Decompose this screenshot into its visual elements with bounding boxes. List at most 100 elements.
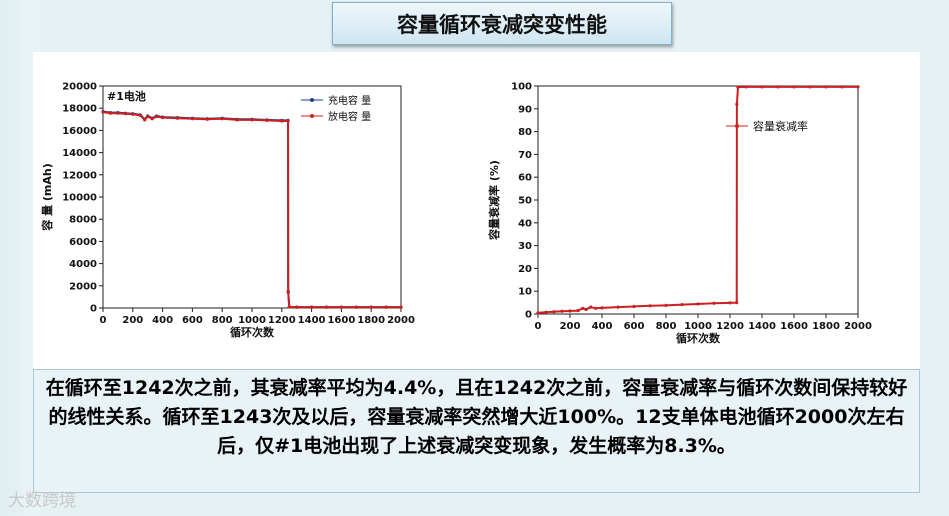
data-point bbox=[776, 85, 780, 89]
y-tick-label: 20 bbox=[518, 264, 532, 275]
data-point bbox=[235, 118, 239, 122]
data-point bbox=[616, 305, 620, 309]
data-point bbox=[735, 102, 739, 106]
y-tick-label: 70 bbox=[518, 150, 532, 161]
x-tick-label: 1600 bbox=[780, 321, 808, 332]
data-point bbox=[150, 117, 154, 121]
x-tick-label: 1000 bbox=[238, 315, 266, 326]
data-point bbox=[146, 114, 150, 119]
data-point bbox=[544, 310, 548, 314]
y-tick-label: 4000 bbox=[69, 259, 97, 270]
y-tick-label: 100 bbox=[511, 82, 532, 93]
data-point bbox=[856, 85, 860, 89]
x-tick-label: 1600 bbox=[327, 315, 355, 326]
capacity-chart: 0 200 400 600 800 1000 1200 1400 1600 1800 2000020… bbox=[40, 82, 415, 340]
data-point bbox=[295, 305, 299, 309]
series-line bbox=[537, 85, 858, 314]
data-point bbox=[175, 116, 180, 120]
data-point bbox=[589, 305, 593, 309]
x-tick-label: 1800 bbox=[812, 321, 840, 332]
data-point bbox=[576, 308, 580, 313]
legend-label: 充电容 量 bbox=[328, 94, 371, 107]
x-axis-label: 循环次数 bbox=[230, 325, 275, 339]
description-text: 在循环至1242次之前，其衰减率平均为4.4%，且在1242次之前，容量衰减率与… bbox=[45, 377, 908, 457]
data-point bbox=[286, 290, 290, 295]
x-tick-label: 1400 bbox=[748, 321, 776, 332]
decay-rate-chart: 0 200 400 600 800 1000 1200 1400 1600 1800 2000 0 10… bbox=[487, 82, 872, 346]
data-point bbox=[265, 118, 269, 123]
x-tick-label: 400 bbox=[152, 315, 173, 326]
legend-swatch-marker bbox=[310, 98, 314, 102]
chart-panel bbox=[33, 52, 920, 370]
y-tick-label: 0 bbox=[90, 304, 97, 315]
x-tick-label: 1200 bbox=[268, 315, 296, 326]
plot-frame bbox=[537, 85, 859, 315]
data-point bbox=[840, 85, 844, 89]
data-point bbox=[712, 301, 716, 305]
x-tick-label: 0 bbox=[535, 321, 542, 332]
y-tick-label: 6000 bbox=[69, 237, 97, 248]
data-point bbox=[190, 117, 194, 121]
y-tick-label: 12000 bbox=[62, 170, 97, 181]
x-tick-label: 200 bbox=[560, 321, 581, 332]
data-point bbox=[339, 305, 343, 309]
data-point bbox=[250, 118, 254, 122]
data-point bbox=[108, 111, 113, 115]
data-point bbox=[131, 112, 135, 116]
data-point bbox=[220, 117, 224, 121]
data-point bbox=[354, 305, 358, 309]
x-tick-label: 200 bbox=[122, 315, 143, 326]
series-line bbox=[102, 110, 401, 309]
data-point bbox=[205, 117, 209, 121]
y-tick-label: 16000 bbox=[62, 126, 97, 137]
data-point bbox=[399, 305, 403, 309]
data-point bbox=[680, 303, 684, 307]
x-tick-label: 1000 bbox=[684, 321, 712, 332]
data-point bbox=[632, 304, 636, 309]
data-point bbox=[728, 301, 732, 305]
data-point bbox=[744, 85, 748, 89]
x-tick-label: 800 bbox=[656, 321, 677, 332]
x-tick-label: 2000 bbox=[387, 315, 415, 326]
watermark: 大数跨境 bbox=[8, 486, 76, 511]
data-point bbox=[324, 305, 329, 309]
data-point bbox=[584, 307, 588, 312]
data-point bbox=[648, 304, 652, 308]
y-axis-label: 容量衰减率 (%) bbox=[487, 160, 501, 241]
y-axis-label: 容 量 (mAh) bbox=[40, 163, 54, 232]
data-point bbox=[161, 116, 165, 120]
x-tick-label: 600 bbox=[624, 321, 645, 332]
data-point bbox=[560, 309, 564, 313]
y-tick-label: 18000 bbox=[62, 104, 97, 115]
description-box: 在循环至1242次之前，其衰减率平均为4.4%，且在1242次之前，容量衰减率与… bbox=[33, 369, 920, 493]
data-point bbox=[155, 114, 159, 119]
y-tick-label: 10 bbox=[518, 287, 532, 298]
y-tick-label: 2000 bbox=[69, 281, 97, 292]
x-tick-label: 1400 bbox=[298, 315, 326, 326]
data-point bbox=[138, 113, 142, 118]
data-point bbox=[123, 112, 127, 116]
data-point bbox=[760, 85, 764, 89]
y-tick-label: 20000 bbox=[62, 82, 97, 93]
x-tick-label: 1800 bbox=[357, 315, 385, 326]
legend-label: 容量衰减率 bbox=[753, 119, 808, 133]
data-point bbox=[581, 306, 585, 310]
y-tick-label: 90 bbox=[518, 104, 532, 115]
data-point bbox=[101, 110, 105, 114]
data-point bbox=[116, 111, 120, 115]
data-point bbox=[594, 306, 598, 310]
y-tick-label: 30 bbox=[518, 241, 532, 252]
legend-swatch-marker bbox=[735, 124, 739, 128]
y-tick-label: 40 bbox=[518, 218, 532, 229]
data-point bbox=[280, 119, 284, 123]
x-tick-label: 0 bbox=[100, 315, 107, 326]
data-point bbox=[664, 303, 668, 307]
data-point bbox=[287, 305, 291, 309]
y-tick-label: 50 bbox=[518, 196, 532, 207]
legend-label: 放电容 量 bbox=[328, 110, 371, 123]
data-point bbox=[736, 85, 740, 89]
y-tick-label: 14000 bbox=[62, 148, 97, 159]
data-point bbox=[792, 85, 796, 89]
series-line bbox=[102, 111, 401, 309]
data-point bbox=[310, 305, 314, 309]
